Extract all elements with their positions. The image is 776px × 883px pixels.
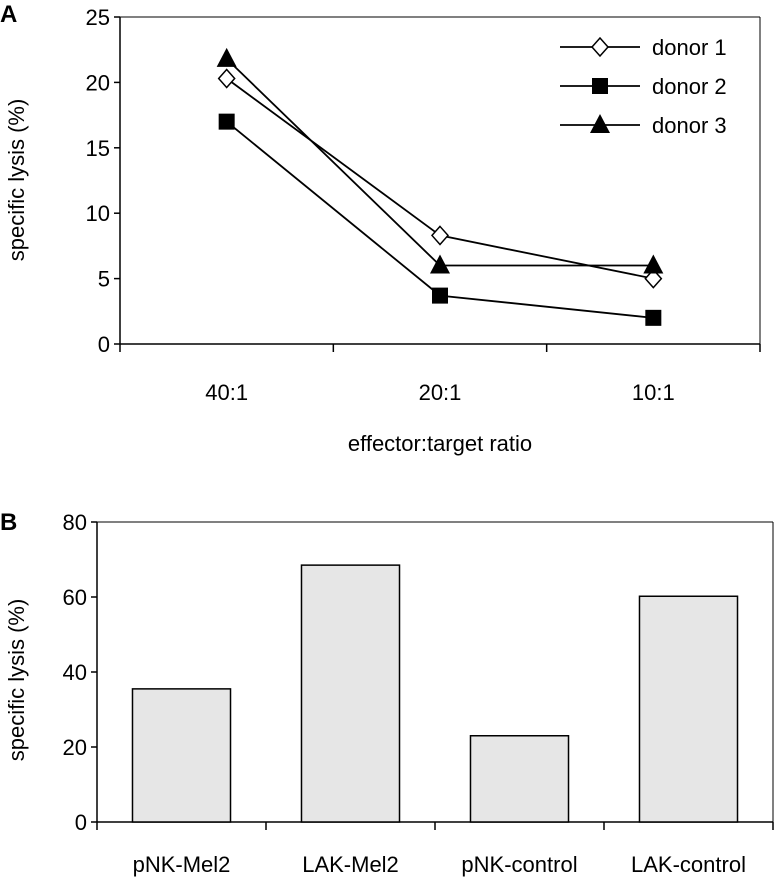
panel-a-y-tick-label: 0: [98, 332, 110, 357]
panel-a-legend-entry: donor 1: [560, 35, 727, 60]
panel-b-y-tick-label: 60: [63, 585, 87, 610]
panel-b-bar: [131, 688, 232, 823]
panel-a-y-axis-label: specific lysis (%): [4, 99, 29, 262]
panel-a-series-3: [216, 47, 664, 274]
panel-a-series-2: [218, 113, 662, 326]
panel-a-series-1: [217, 68, 663, 289]
panel-a-legend-label: donor 3: [652, 113, 727, 138]
panel-b-y-axis-label: specific lysis (%): [4, 599, 29, 762]
panel-a-data-point: [430, 254, 450, 274]
panel-a-y-tick-label: 20: [86, 70, 110, 95]
panel-a-x-ticks: 40:1 20:1 10:1: [119, 344, 761, 405]
panel-a-legend-entry: donor 2: [560, 74, 727, 99]
panel-a-legend-label: donor 2: [652, 74, 727, 99]
panel-a-y-tick-label: 10: [86, 201, 110, 226]
panel-a-y-tick-label: 15: [86, 136, 110, 161]
panel-a-y-tick-label: 25: [86, 5, 110, 30]
panel-a-legend-entry: donor 3: [560, 113, 727, 138]
panel-a-legend: donor 1 donor 2 donor 3: [560, 35, 727, 138]
panel-a-data-point: [645, 309, 662, 326]
panel-a-series-line: [226, 77, 654, 280]
panel-a-data-point: [430, 225, 450, 246]
panel-a-plot-area: [119, 16, 761, 345]
panel-a-data-point: [644, 268, 663, 289]
panel-b-y-tick-label: 80: [63, 510, 87, 535]
panel-b-y-tick-label: 0: [75, 810, 87, 835]
panel-b-bar: [638, 595, 739, 823]
panel-b-x-tick-label: pNK-control: [461, 852, 577, 877]
panel-a-legend-label: donor 1: [652, 35, 727, 60]
panel-b-bar: [300, 564, 401, 823]
panel-a-x-tick-label: 20:1: [419, 380, 462, 405]
panel-a-data-point: [217, 68, 236, 89]
panel-b-bars: [131, 564, 739, 823]
panel-a-x-tick-label: 40:1: [205, 380, 248, 405]
panel-b-letter: B: [0, 509, 17, 536]
panel-b-y-tick-label: 20: [63, 735, 87, 760]
panel-a-letter: A: [0, 1, 17, 28]
panel-a-data-point: [216, 47, 237, 67]
panel-a-series: [216, 47, 664, 326]
panel-a-y-tick-label: 5: [98, 267, 110, 292]
panel-a-data-point: [432, 287, 448, 304]
panel-b-y-ticks: 0 20 40 60 80: [63, 510, 97, 835]
panel-a-x-axis-label: effector:target ratio: [348, 431, 532, 456]
panel-a-legend-marker: [590, 36, 610, 58]
panel-a-legend-marker: [592, 78, 608, 94]
panel-b: B 0 20 40 60 80 pNK-Mel2 LAK-Mel2 pNK-control L…: [0, 509, 774, 877]
panel-b-x-ticks: pNK-Mel2 LAK-Mel2 pNK-control LAK-control: [96, 822, 774, 877]
panel-b-bar: [469, 735, 570, 823]
panel-a-legend-marker: [590, 114, 610, 133]
panel-a-data-point: [643, 254, 664, 274]
panel-b-y-tick-label: 40: [63, 660, 87, 685]
panel-a-y-ticks: 0 5 10 15 20 25: [86, 5, 120, 357]
panel-b-x-tick-label: LAK-Mel2: [302, 852, 399, 877]
panel-a-x-tick-label: 10:1: [632, 380, 675, 405]
panel-b-x-tick-label: LAK-control: [631, 852, 746, 877]
panel-b-x-tick-label: pNK-Mel2: [133, 852, 231, 877]
panel-a-data-point: [218, 113, 235, 130]
panel-a: A 0 5 10 15 20 25 40:1 20:1 10:1 donor 1 donor 2…: [0, 1, 761, 456]
